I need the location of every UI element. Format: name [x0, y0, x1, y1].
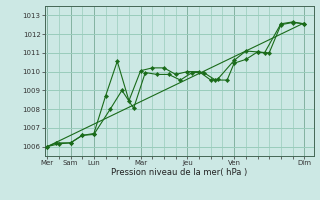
X-axis label: Pression niveau de la mer( hPa ): Pression niveau de la mer( hPa ) — [111, 168, 247, 177]
